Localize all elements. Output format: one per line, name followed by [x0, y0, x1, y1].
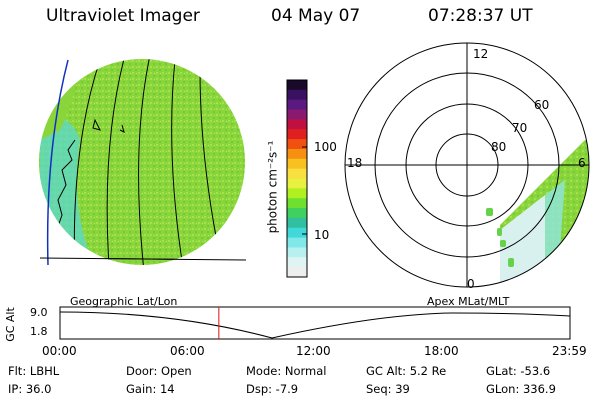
- status-seq: Seq: 39: [366, 382, 410, 396]
- colorbar-tick-100: 100: [314, 140, 337, 154]
- colorbar-band: [287, 99, 307, 111]
- status-dsp: Dsp: -7.9: [246, 382, 299, 396]
- colorbar-band: [287, 208, 307, 219]
- colorbar-band: [287, 227, 307, 239]
- status-ip: IP: 36.0: [8, 382, 52, 396]
- mlt-label-18: 18: [347, 156, 363, 170]
- colorbar-tick-10: 10: [314, 228, 330, 242]
- colorbar-band: [287, 257, 307, 268]
- geographic-caption: Geographic Lat/Lon: [70, 295, 178, 308]
- apex-caption: Apex MLat/MLT: [427, 295, 510, 308]
- colorbar-band: [287, 109, 307, 120]
- colorbar-band: [287, 237, 307, 248]
- status-mode: Mode: Normal: [246, 364, 327, 378]
- lat-label-60: 60: [534, 98, 550, 112]
- lat-label-70: 70: [512, 121, 528, 135]
- orbit-ytick-low: 1.8: [30, 325, 48, 338]
- colorbar-band: [287, 188, 307, 199]
- colorbar-band: [287, 247, 307, 258]
- orbit-xtick-0000: 00:00: [42, 344, 77, 358]
- status-gain: Gain: 14: [126, 382, 175, 396]
- time-label: 07:28:37 UT: [428, 6, 533, 26]
- status-gcalt: GC Alt: 5.2 Re: [366, 364, 447, 378]
- orbit-xtick-0600: 06:00: [170, 344, 205, 358]
- colorbar-band: [287, 267, 307, 278]
- status-glat: GLat: -53.6: [486, 364, 551, 378]
- colorbar-band: [287, 168, 307, 179]
- mlt-label-0: 0: [467, 277, 475, 291]
- status-door: Door: Open: [126, 364, 192, 378]
- status-glon: GLon: 336.9: [486, 382, 556, 396]
- colorbar-band: [287, 217, 307, 229]
- orbit-xtick-1200: 12:00: [296, 344, 331, 358]
- colorbar-band: [287, 158, 307, 170]
- orbit-xtick-1800: 18:00: [424, 344, 459, 358]
- colorbar-band: [287, 129, 307, 140]
- colorbar-band: [287, 89, 307, 101]
- mlt-label-12: 12: [473, 47, 489, 61]
- instrument-title: Ultraviolet Imager: [46, 6, 200, 26]
- colorbar-band: [287, 139, 307, 150]
- colorbar-band: [287, 80, 307, 91]
- colorbar-band: [287, 148, 307, 160]
- colorbar-band: [287, 119, 307, 130]
- mlt-label-6: 6: [578, 156, 586, 170]
- date-label: 04 May 07: [271, 6, 361, 26]
- lat-label-80: 80: [491, 140, 507, 154]
- colorbar-band: [287, 198, 307, 209]
- orbit-ytick-high: 9.0: [30, 306, 48, 319]
- orbit-xtick-2359: 23:59: [552, 344, 587, 358]
- colorbar-band: [287, 178, 307, 189]
- status-flt: Flt: LBHL: [8, 364, 60, 378]
